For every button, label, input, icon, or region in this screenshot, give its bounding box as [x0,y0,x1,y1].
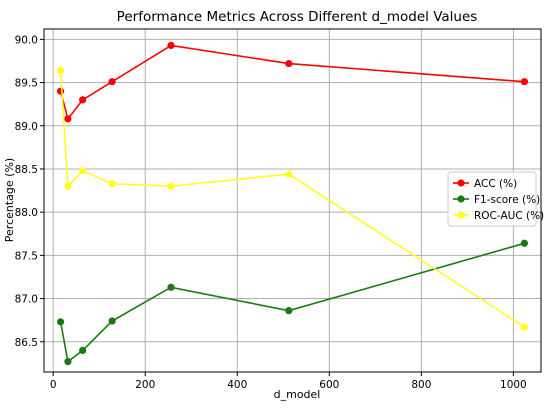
series-layer [56,41,529,366]
data-point [520,239,529,247]
data-point [56,318,65,326]
x-tick-label: 200 [135,379,155,391]
x-tick-label: 800 [411,379,431,391]
x-tick-label: 400 [227,379,247,391]
data-point [64,115,72,123]
data-point [56,87,65,95]
x-tick-label: 0 [50,379,57,391]
y-tick-label: 86.5 [15,337,38,349]
data-point [285,170,293,178]
y-tick-label: 89.0 [15,121,38,133]
x-tick-label: 1000 [500,379,527,391]
legend: ACC (%) F1-score (%) ROC-AUC (%) [447,171,544,227]
legend-marker [457,211,465,219]
data-point [64,358,72,366]
legend-label: F1-score (%) [474,194,540,206]
series-line [59,242,525,364]
data-point [520,78,529,86]
legend-box [447,171,537,227]
data-point [167,41,175,50]
legend-label: ACC (%) [474,178,517,190]
data-point [108,317,116,325]
y-axis-label: Percentage (%) [3,158,16,242]
data-point [79,167,87,175]
data-point [167,283,175,291]
y-tick-label: 89.5 [15,78,38,90]
data-point [108,180,116,188]
chart-title: Performance Metrics Across Different d_m… [117,9,478,25]
series-0 [56,41,529,123]
data-point [285,59,293,68]
data-point [108,78,116,86]
x-tick-label: 600 [319,379,339,391]
legend-item: F1-score (%) [453,194,540,206]
x-axis-label: d_model [274,388,321,401]
y-tick-label: 87.0 [15,294,38,306]
y-tick-label: 87.5 [15,250,38,262]
data-point [56,66,65,75]
legend-label: ROC-AUC (%) [474,210,544,222]
data-point [285,307,293,315]
data-point [520,323,529,331]
y-tick-label: 90.0 [15,34,38,46]
y-tick-label: 88.0 [15,207,38,219]
y-axis-ticks: 86.5 87.0 87.5 88.0 88.5 89.0 89.5 90.0 [15,34,44,349]
y-tick-label: 88.5 [15,164,38,176]
data-point [79,346,87,355]
x-axis-ticks: 0 200 400 600 800 1000 [50,372,527,391]
data-point [79,96,87,104]
legend-marker [457,195,465,203]
data-point [167,182,175,190]
series-2 [56,66,529,331]
plot-frame [43,28,542,373]
series-1 [56,239,529,366]
data-point [64,182,72,190]
legend-marker [457,179,465,187]
legend-item: ACC (%) [453,178,517,190]
legend-item: ROC-AUC (%) [453,210,544,222]
